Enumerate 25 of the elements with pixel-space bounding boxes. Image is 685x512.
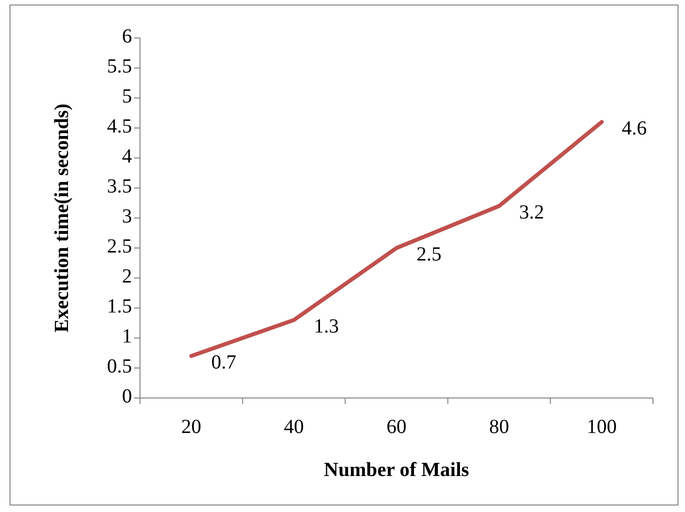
- x-tick-label: 100: [586, 416, 617, 438]
- x-tick-label: 20: [181, 416, 202, 438]
- y-tick-label: 1.5: [107, 296, 132, 318]
- y-tick-label: 2.5: [107, 236, 132, 258]
- y-tick-label: 0: [122, 386, 132, 408]
- y-tick-label: 4.5: [107, 116, 132, 138]
- data-label: 4.6: [622, 118, 647, 140]
- data-label: 1.3: [314, 316, 339, 338]
- data-label: 2.5: [416, 244, 442, 266]
- y-tick-label: 5: [122, 86, 132, 108]
- y-axis-title: Execution time(in seconds): [51, 104, 73, 332]
- x-tick-label: 80: [489, 416, 510, 438]
- y-tick-label: 0.5: [107, 356, 132, 378]
- y-tick-label: 2: [122, 266, 132, 288]
- data-label: 3.2: [519, 202, 544, 224]
- y-tick-label: 4: [122, 146, 132, 168]
- data-label: 0.7: [211, 352, 236, 374]
- y-tick-label: 6: [122, 26, 132, 48]
- x-tick-label: 60: [386, 416, 406, 438]
- x-axis-title: Number of Mails: [324, 459, 470, 481]
- x-tick-label: 40: [284, 416, 304, 438]
- y-tick-label: 3: [122, 206, 132, 228]
- y-tick-label: 1: [122, 326, 132, 348]
- y-tick-label: 5.5: [107, 56, 132, 78]
- y-tick-label: 3.5: [107, 176, 132, 198]
